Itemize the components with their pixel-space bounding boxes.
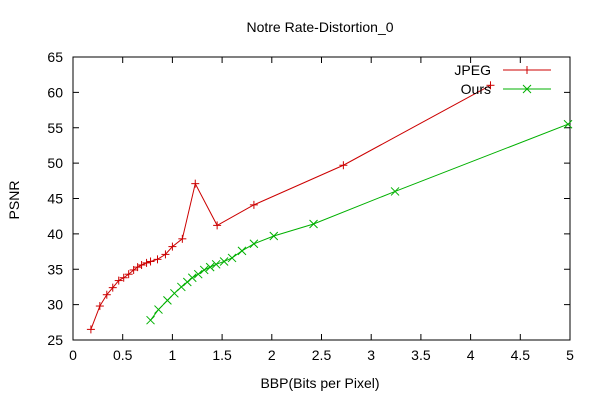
x-tick-label: 2.5	[312, 347, 332, 363]
data-point	[176, 282, 186, 292]
x-tick-label: 1.5	[212, 347, 232, 363]
legend-label: JPEG	[454, 62, 491, 78]
data-point	[339, 161, 348, 170]
x-tick-label: 0.5	[113, 347, 133, 363]
data-point	[390, 187, 400, 196]
legend-entry-ours: Ours	[461, 81, 551, 97]
x-tick-label: 3.5	[411, 347, 431, 363]
data-point	[146, 315, 155, 325]
data-point	[102, 290, 111, 299]
data-point	[119, 273, 128, 282]
data-point	[86, 325, 95, 334]
data-point-marker	[182, 277, 192, 287]
data-point-marker	[154, 305, 163, 314]
series-ours	[146, 119, 573, 325]
y-tick-label: 35	[47, 261, 63, 277]
plot-area	[72, 56, 571, 341]
data-point	[193, 269, 203, 279]
y-tick-label: 60	[47, 84, 63, 100]
data-point	[219, 257, 229, 266]
data-point	[95, 302, 104, 311]
data-point	[191, 179, 200, 188]
y-tick-label: 40	[47, 226, 63, 242]
series-line	[90, 84, 491, 330]
x-tick-label: 2	[268, 347, 276, 363]
data-point-marker	[163, 296, 172, 305]
data-point	[153, 255, 162, 264]
data-point-marker	[309, 219, 318, 229]
x-tick-label: 0	[69, 347, 77, 363]
y-tick-label: 50	[47, 155, 63, 171]
data-point	[237, 246, 247, 256]
data-point	[211, 259, 221, 269]
data-point	[486, 81, 495, 90]
data-point-marker	[211, 259, 221, 269]
data-point	[161, 250, 170, 259]
data-point-marker	[205, 262, 215, 272]
data-point	[146, 257, 155, 266]
data-point	[199, 265, 209, 275]
data-point	[168, 242, 177, 251]
data-point-marker	[176, 282, 186, 292]
data-point	[187, 273, 197, 283]
data-point	[114, 276, 123, 285]
data-point	[178, 234, 187, 243]
data-point	[227, 253, 237, 263]
legend-entry-jpeg: JPEG	[454, 62, 551, 78]
data-point-marker	[237, 246, 247, 256]
data-point-marker	[227, 253, 237, 263]
y-tick-label: 55	[47, 120, 63, 136]
plot-border	[72, 56, 571, 341]
y-tick-label: 25	[47, 332, 63, 348]
y-tick-label: 30	[47, 297, 63, 313]
data-point-marker	[249, 239, 259, 249]
data-point-marker	[199, 265, 209, 275]
legend-label: Ours	[461, 81, 491, 97]
data-point	[182, 277, 192, 287]
chart-title: Notre Rate-Distortion_0	[246, 19, 393, 35]
data-point-marker	[193, 269, 203, 279]
data-point	[213, 221, 222, 230]
data-point	[108, 283, 117, 292]
legend: JPEG Ours	[454, 62, 551, 97]
data-point	[309, 219, 318, 229]
data-point-marker	[219, 257, 229, 266]
data-point	[154, 305, 163, 314]
data-point	[249, 239, 259, 249]
x-tick-label: 3	[367, 347, 375, 363]
x-tick-label: 4	[467, 347, 475, 363]
data-point	[249, 200, 258, 209]
data-point	[137, 261, 146, 270]
series-jpeg	[86, 81, 495, 334]
x-tick-label: 1	[169, 347, 177, 363]
data-point-marker	[390, 187, 400, 196]
data-point	[142, 258, 151, 267]
series-line	[150, 123, 569, 321]
y-tick-label: 45	[47, 191, 63, 207]
y-axis-label: PSNR	[6, 181, 22, 220]
data-point-marker	[146, 315, 155, 325]
series-layer	[86, 81, 573, 334]
data-point-marker	[269, 231, 279, 241]
y-tick-label: 65	[47, 49, 63, 65]
legend-marker	[522, 84, 532, 94]
data-point	[163, 296, 172, 305]
x-axis-label: BBP(Bits per Pixel)	[260, 375, 379, 391]
data-point	[133, 263, 142, 272]
data-point	[269, 231, 279, 241]
axis-ticks: 0 0.5 1 1.5 2 2.5 3 3.5 4 4.5 5 25 30 35 40 45 50 55 60 65	[47, 49, 574, 363]
data-point-marker	[187, 273, 197, 283]
data-point	[563, 119, 573, 129]
data-point-marker	[563, 119, 573, 129]
data-point	[124, 270, 133, 279]
x-tick-label: 5	[566, 347, 574, 363]
data-point	[205, 262, 215, 272]
x-tick-label: 4.5	[511, 347, 531, 363]
